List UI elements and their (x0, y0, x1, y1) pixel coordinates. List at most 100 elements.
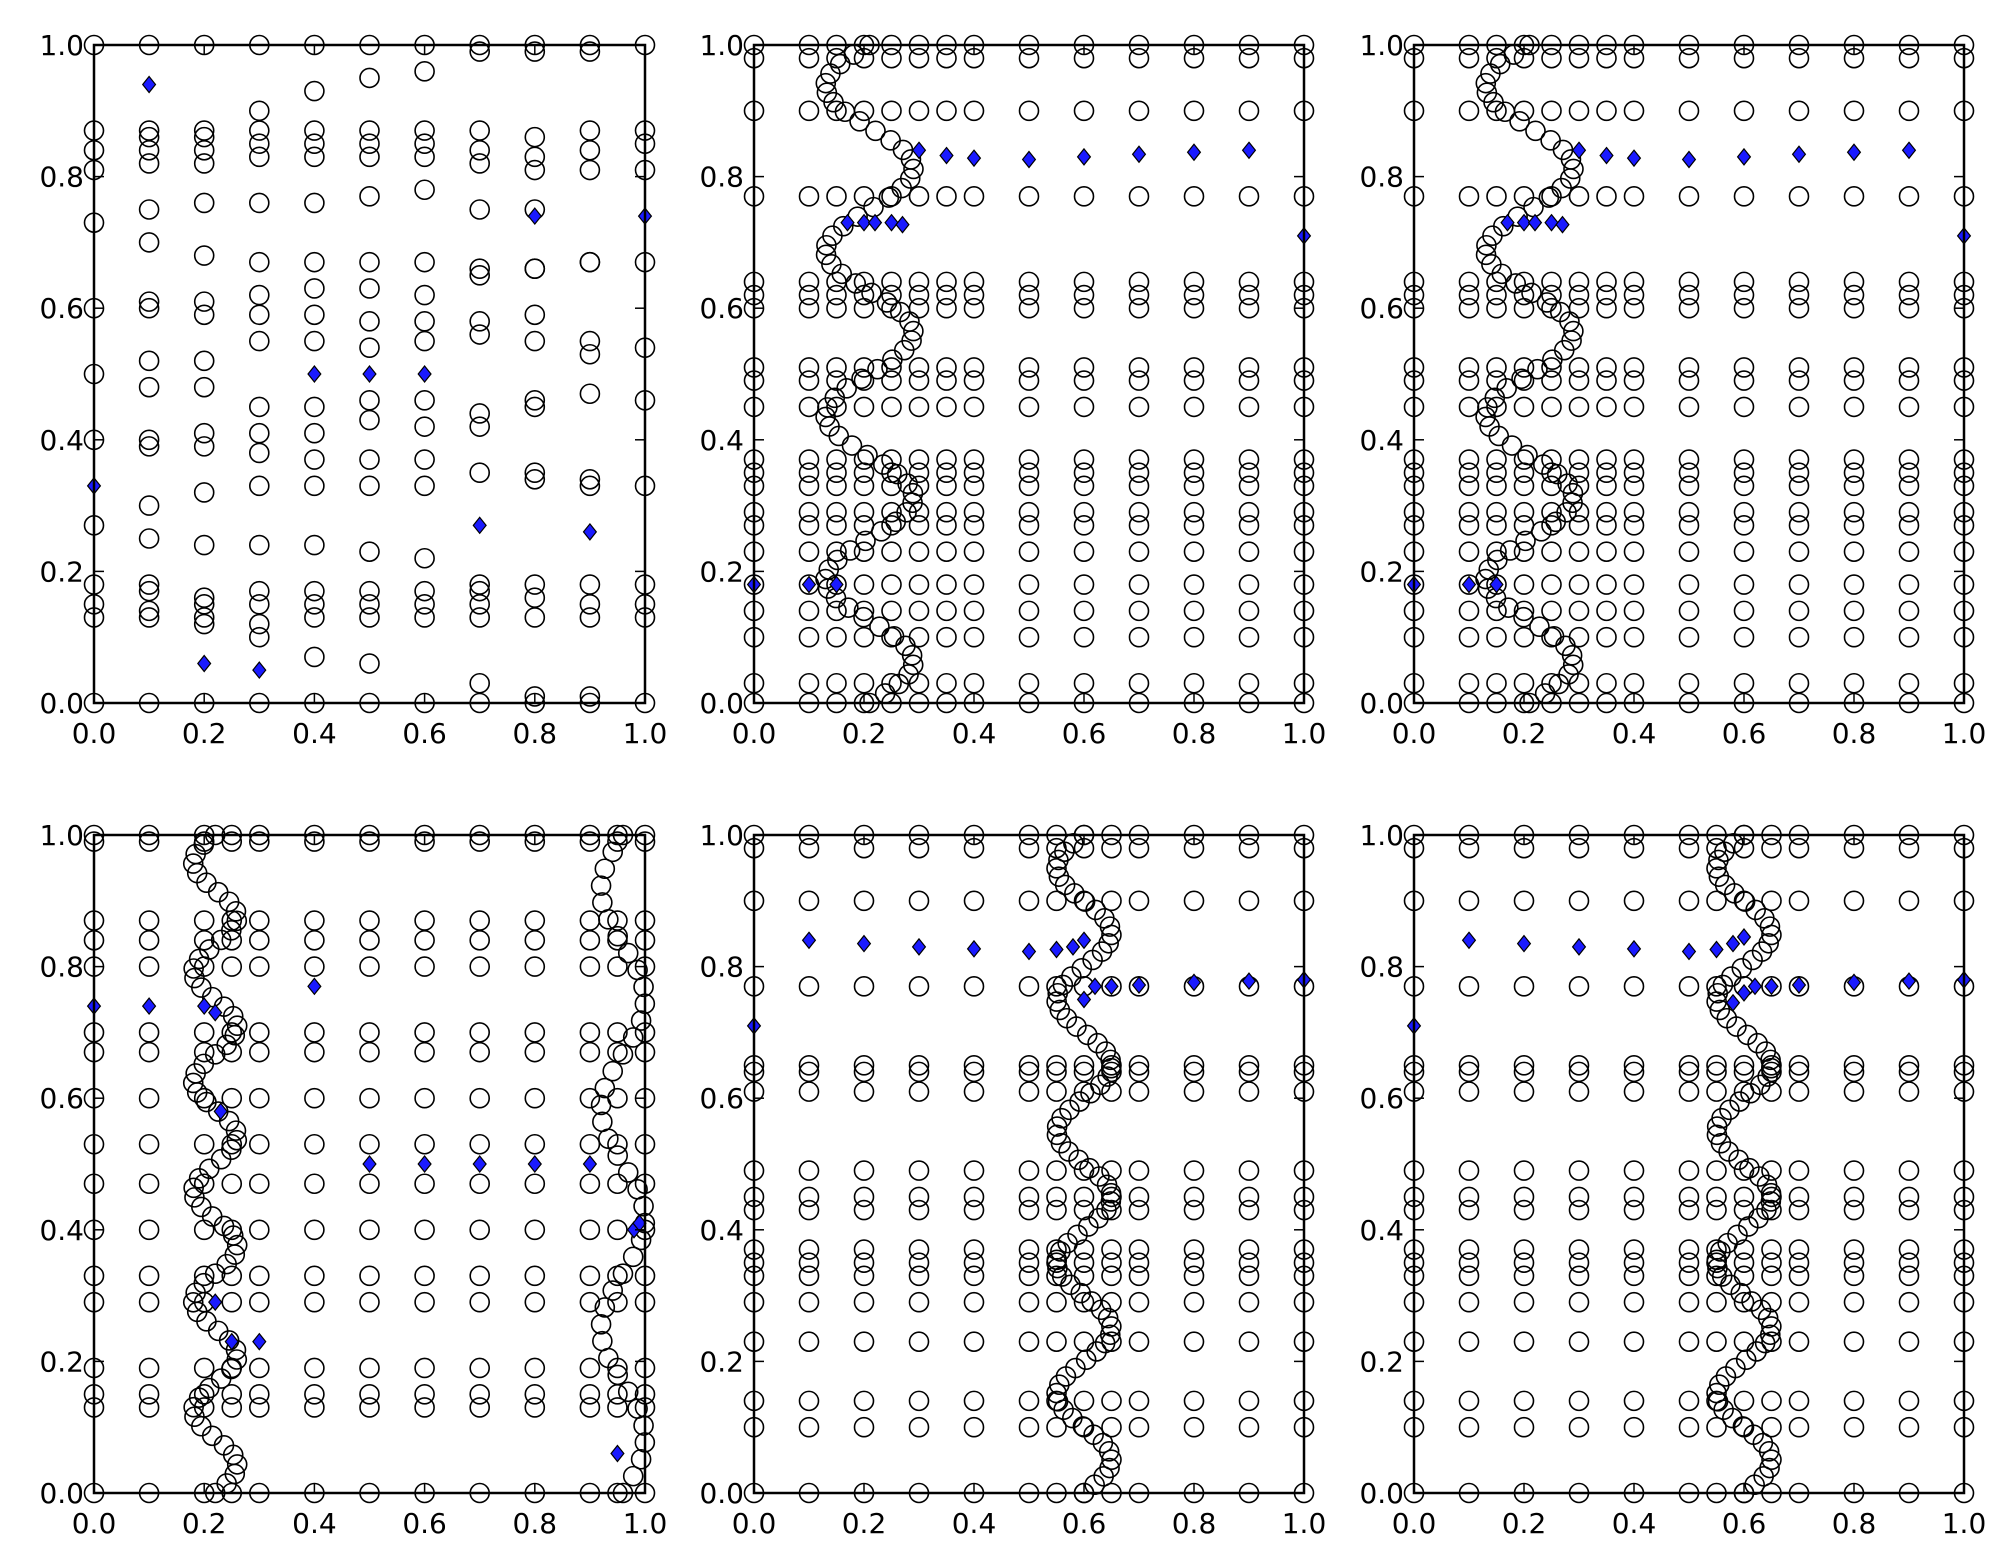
data-point-circle (1706, 1382, 1727, 1404)
x-tick-label: 1.0 (1282, 1507, 1327, 1540)
data-point-circle (138, 1133, 160, 1155)
data-point-circle (1568, 890, 1590, 912)
data-point-circle (1898, 837, 1920, 859)
data-point-circle (1458, 1416, 1480, 1438)
x-tick-label: 0.4 (292, 1507, 337, 1540)
data-point-circle (1458, 297, 1480, 319)
data-point-circle (607, 1291, 628, 1313)
data-point-circle (1678, 449, 1700, 470)
axes-frame (1412, 43, 1966, 705)
data-point-circle (826, 47, 847, 69)
y-tick-label: 0.0 (39, 1477, 84, 1510)
data-point-circle (963, 1081, 985, 1102)
data-point-circle (963, 1239, 985, 1260)
data-point-diamond (252, 1332, 267, 1351)
data-point-circle (1458, 1390, 1480, 1412)
data-point-circle (1678, 1061, 1700, 1083)
data-point-circle (1128, 1265, 1150, 1287)
data-point-circle (1489, 53, 1511, 75)
data-point-circle (469, 1173, 491, 1195)
data-point-circle (1756, 1174, 1778, 1196)
data-point-circle (627, 1398, 648, 1419)
data-point-circle (853, 1390, 875, 1412)
data-point-diamond (1241, 141, 1257, 160)
data-point-circle (1128, 462, 1150, 484)
data-point-diamond (911, 141, 927, 160)
data-point-circle (881, 501, 902, 523)
data-point-circle (1458, 1186, 1480, 1208)
data-point-circle (963, 449, 985, 470)
data-point-circle (798, 1199, 820, 1221)
data-point-circle (881, 297, 902, 319)
data-point-circle (1238, 47, 1260, 69)
data-point-circle (590, 1094, 612, 1116)
x-tick-label: 0.8 (1832, 717, 1877, 750)
data-point-circle (1046, 1124, 1068, 1146)
data-point-circle (359, 133, 380, 154)
data-point-circle (193, 350, 215, 372)
data-point-circle (579, 956, 601, 977)
data-point-circle (902, 492, 923, 514)
data-point-circle (248, 284, 270, 306)
data-point-circle (1018, 672, 1040, 694)
data-point-circle (1596, 515, 1617, 536)
data-point-circle (798, 284, 820, 306)
data-point-circle (1513, 1390, 1535, 1412)
data-point-circle (1128, 574, 1150, 595)
data-point-circle (359, 251, 380, 273)
data-point-circle (1898, 1239, 1920, 1260)
data-point-circle (359, 475, 380, 497)
data-point-circle (248, 475, 270, 497)
data-point-circle (304, 304, 325, 326)
data-point-circle (1678, 1265, 1700, 1287)
data-point-diamond (307, 977, 322, 996)
data-point-circle (829, 53, 851, 75)
data-point-circle (1898, 541, 1920, 562)
data-point-circle (221, 1397, 243, 1418)
data-point-circle (248, 929, 270, 951)
data-point-circle (1788, 890, 1810, 912)
data-point-circle (248, 120, 270, 141)
data-point-circle (304, 646, 325, 668)
data-point-circle (1046, 1186, 1067, 1208)
data-point-diamond (966, 939, 982, 958)
data-point-circle (1099, 1324, 1121, 1346)
data-point-circle (193, 587, 215, 609)
data-point-circle (1458, 837, 1480, 859)
data-point-circle (1706, 1124, 1728, 1146)
data-point-circle (1727, 1224, 1748, 1246)
data-point-circle (579, 1087, 601, 1109)
data-point-circle (304, 1357, 325, 1379)
data-point-circle (908, 1416, 930, 1438)
data-point-diamond (362, 365, 377, 383)
data-point-circle (414, 133, 435, 154)
data-point-circle (1745, 899, 1766, 921)
data-point-circle (1073, 515, 1095, 536)
data-point-circle (1568, 1416, 1590, 1438)
data-point-circle (304, 120, 325, 141)
data-point-circle (963, 1416, 985, 1438)
data-point-circle (1018, 186, 1040, 207)
data-point-diamond (1709, 940, 1724, 959)
data-point-circle (1458, 1199, 1480, 1221)
data-point-circle (1568, 600, 1590, 622)
data-point-circle (1238, 600, 1260, 622)
data-point-circle (414, 929, 435, 951)
data-point-circle (881, 672, 902, 694)
data-point-circle (1128, 600, 1150, 622)
data-point-circle (867, 358, 888, 380)
data-point-circle (1568, 357, 1590, 378)
data-point-circle (1898, 1186, 1920, 1208)
data-point-circle (1458, 1239, 1480, 1260)
data-point-circle (1018, 574, 1040, 595)
data-point-circle (579, 1219, 601, 1241)
data-point-circle (1046, 1061, 1067, 1083)
data-point-circle (469, 153, 491, 174)
data-point-circle (414, 120, 435, 141)
data-point-circle (1843, 1239, 1865, 1260)
data-point-circle (579, 343, 601, 365)
data-point-circle (1733, 574, 1755, 595)
data-point-circle (414, 330, 435, 352)
data-point-circle (1046, 1416, 1067, 1438)
